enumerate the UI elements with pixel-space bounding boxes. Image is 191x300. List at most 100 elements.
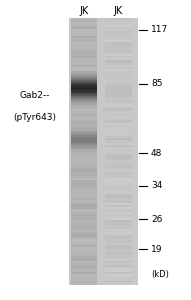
Bar xyxy=(105,263,132,265)
Bar xyxy=(71,123,97,125)
Bar xyxy=(105,196,132,198)
Bar xyxy=(105,283,132,285)
Bar xyxy=(71,180,97,183)
Bar xyxy=(71,99,97,100)
Bar xyxy=(71,25,97,27)
Bar xyxy=(71,32,97,34)
Bar xyxy=(71,75,97,76)
Bar xyxy=(105,109,132,112)
Bar xyxy=(71,71,97,74)
Bar xyxy=(105,230,132,232)
Bar xyxy=(71,150,97,151)
Bar xyxy=(105,178,132,180)
Text: 26: 26 xyxy=(151,214,162,224)
Bar xyxy=(105,187,132,189)
Bar xyxy=(105,232,132,234)
Bar xyxy=(71,97,97,98)
Bar xyxy=(105,256,132,258)
Bar xyxy=(71,131,97,134)
Bar xyxy=(71,260,97,263)
Bar xyxy=(71,105,97,107)
Bar xyxy=(71,126,97,127)
Bar xyxy=(71,135,97,136)
Bar xyxy=(105,189,132,192)
Bar xyxy=(71,156,97,158)
Bar xyxy=(71,220,97,223)
Bar xyxy=(71,69,97,71)
Bar xyxy=(105,131,132,134)
Bar xyxy=(71,105,97,106)
Bar xyxy=(71,67,97,69)
Bar xyxy=(105,89,132,92)
Bar xyxy=(71,185,97,187)
Bar xyxy=(71,142,97,143)
Bar xyxy=(105,200,132,203)
Bar xyxy=(71,127,97,129)
Bar xyxy=(71,90,97,91)
Bar xyxy=(105,212,132,214)
Bar xyxy=(71,238,97,241)
Bar xyxy=(105,243,132,245)
Bar xyxy=(71,29,97,32)
Bar xyxy=(71,74,97,75)
Bar xyxy=(71,138,97,139)
Bar xyxy=(71,91,97,92)
Bar xyxy=(105,22,132,25)
Bar xyxy=(105,183,132,185)
Bar xyxy=(71,93,97,94)
Bar xyxy=(71,158,97,160)
Bar xyxy=(71,89,97,90)
Bar xyxy=(105,67,132,69)
Bar xyxy=(105,25,132,27)
Bar xyxy=(71,100,97,103)
Bar xyxy=(71,265,97,267)
Bar xyxy=(105,54,132,56)
Bar xyxy=(71,138,97,140)
Bar xyxy=(71,187,97,189)
Bar xyxy=(71,136,97,137)
Bar xyxy=(71,140,97,142)
Bar xyxy=(71,272,97,274)
Bar xyxy=(105,158,132,160)
Bar xyxy=(71,147,97,148)
Bar xyxy=(71,154,97,156)
Bar xyxy=(71,96,97,98)
Bar xyxy=(71,78,97,80)
Text: (kD): (kD) xyxy=(151,270,169,279)
Bar xyxy=(71,135,97,136)
Bar xyxy=(71,178,97,180)
Bar xyxy=(71,96,97,97)
Bar xyxy=(105,280,132,283)
Bar xyxy=(71,151,97,152)
Bar xyxy=(71,232,97,234)
Bar xyxy=(105,203,132,205)
Bar xyxy=(71,22,97,25)
Bar xyxy=(71,209,97,211)
Bar xyxy=(105,176,132,178)
Bar xyxy=(105,98,132,100)
Bar xyxy=(71,160,97,163)
Bar xyxy=(71,88,97,89)
Bar xyxy=(71,145,97,147)
Bar xyxy=(105,114,132,116)
Bar xyxy=(71,143,97,144)
Bar xyxy=(71,149,97,152)
Text: 117: 117 xyxy=(151,26,168,34)
Bar xyxy=(71,95,97,96)
Bar xyxy=(105,76,132,78)
Bar xyxy=(71,94,97,96)
Bar xyxy=(105,140,132,142)
Bar xyxy=(71,40,97,43)
Bar xyxy=(71,34,97,36)
Bar xyxy=(105,234,132,236)
Bar xyxy=(71,118,97,120)
Bar xyxy=(71,65,97,67)
Bar xyxy=(105,152,132,154)
Bar xyxy=(71,114,97,116)
Bar xyxy=(71,227,97,230)
Bar xyxy=(105,82,132,85)
Bar xyxy=(105,165,132,167)
Bar xyxy=(71,214,97,216)
Bar xyxy=(71,102,97,103)
Bar xyxy=(105,267,132,269)
